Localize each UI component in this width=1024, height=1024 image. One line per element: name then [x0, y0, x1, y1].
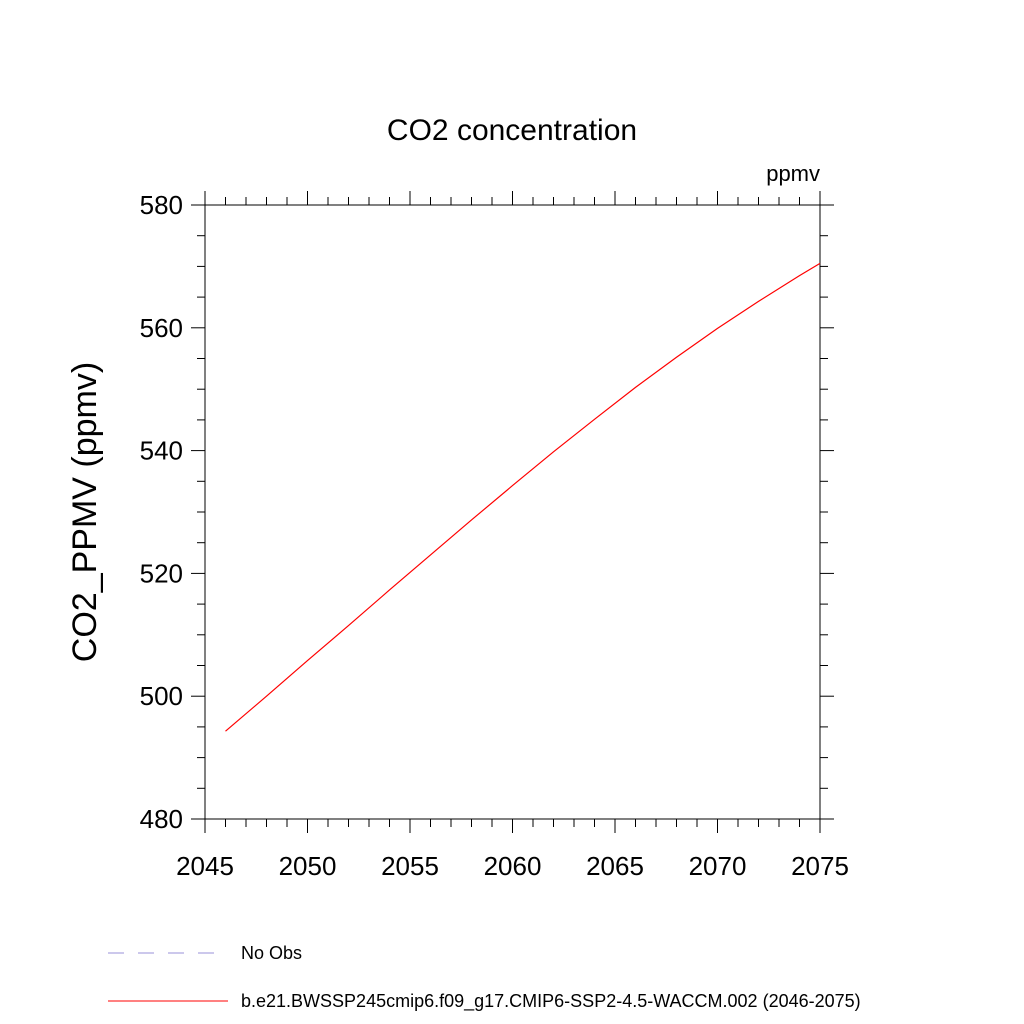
x-tick-label: 2070	[689, 851, 747, 881]
tick-labels: 2045 2050 2055 2060 2065 2070 2075 480 500 520 540…	[140, 190, 849, 881]
x-tick-label: 2050	[279, 851, 337, 881]
legend: No Obs b.e21.BWSSP245cmip6.f09_g17.CMIP6…	[108, 943, 861, 1012]
x-tick-label: 2055	[381, 851, 439, 881]
x-tick-label: 2065	[586, 851, 644, 881]
axis-ticks	[191, 191, 834, 833]
chart-title: CO2 concentration	[387, 114, 637, 147]
x-tick-label: 2045	[176, 851, 234, 881]
y-tick-label: 480	[140, 804, 183, 834]
series-line-1	[225, 262, 821, 732]
units-label: ppmv	[766, 161, 820, 186]
x-tick-label: 2075	[791, 851, 849, 881]
y-tick-label: 560	[140, 313, 183, 343]
x-tick-label: 2060	[484, 851, 542, 881]
series-lines	[225, 262, 821, 732]
y-axis-label: CO2_PPMV (ppmv)	[66, 362, 104, 662]
legend-label-no-obs: No Obs	[241, 943, 302, 963]
y-tick-label: 520	[140, 558, 183, 588]
y-tick-label: 500	[140, 681, 183, 711]
legend-label-model-run: b.e21.BWSSP245cmip6.f09_g17.CMIP6-SSP2-4…	[241, 991, 861, 1012]
y-tick-label: 540	[140, 436, 183, 466]
y-tick-label: 580	[140, 190, 183, 220]
